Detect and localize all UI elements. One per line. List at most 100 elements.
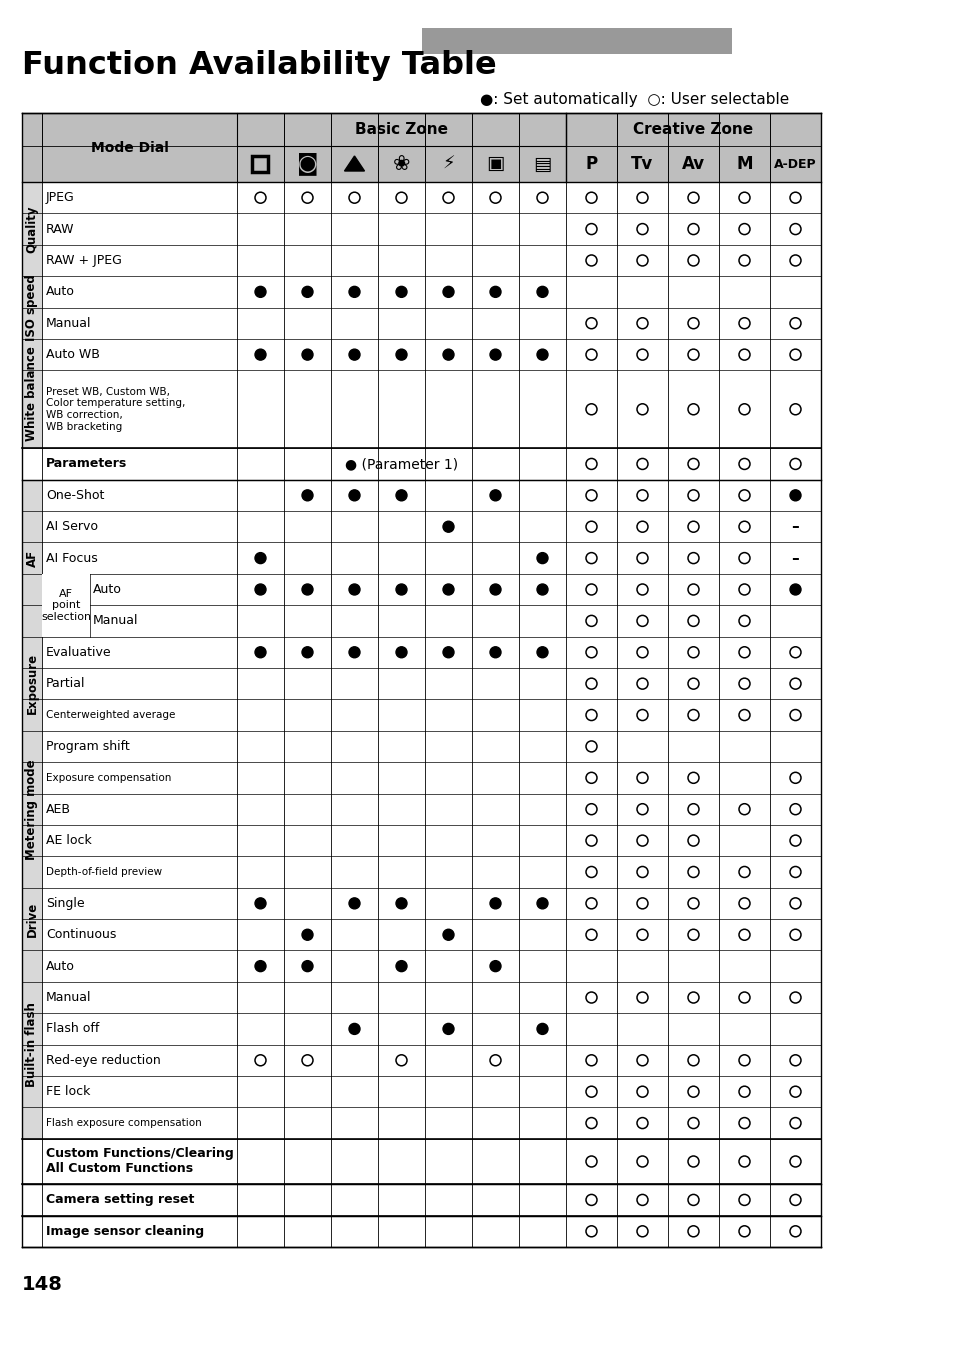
Bar [22, 339, 821, 370]
Text: AF: AF [26, 550, 38, 566]
Bar [22, 214, 821, 245]
Circle shape [302, 929, 313, 940]
Bar [22, 480, 42, 636]
Text: Mode Dial: Mode Dial [91, 140, 169, 155]
Bar [22, 951, 821, 982]
Bar [22, 1184, 821, 1216]
Text: AI Servo: AI Servo [46, 521, 98, 533]
Bar [22, 636, 821, 668]
Text: Parameters: Parameters [46, 457, 127, 471]
Text: Function Availability Table: Function Availability Table [22, 50, 497, 81]
Circle shape [537, 1024, 547, 1034]
Circle shape [395, 898, 407, 909]
Circle shape [302, 286, 313, 297]
Circle shape [349, 490, 359, 500]
Text: AE lock: AE lock [46, 834, 91, 847]
Circle shape [254, 647, 266, 658]
Text: P: P [585, 155, 597, 174]
Text: Evaluative: Evaluative [46, 646, 112, 659]
Bar [22, 730, 42, 888]
Bar [22, 951, 42, 1139]
Bar [22, 763, 821, 794]
Circle shape [442, 350, 454, 360]
Bar [22, 888, 42, 951]
Text: ❀: ❀ [393, 153, 410, 174]
Text: –: – [791, 519, 799, 534]
Bar [22, 370, 821, 448]
Text: Manual: Manual [46, 991, 91, 1003]
Circle shape [302, 350, 313, 360]
Circle shape [490, 898, 500, 909]
Circle shape [254, 553, 266, 564]
Text: White balance: White balance [26, 346, 38, 441]
Circle shape [254, 350, 266, 360]
Text: Preset WB, Custom WB,
Color temperature setting,
WB correction,
WB bracketing: Preset WB, Custom WB, Color temperature … [46, 387, 185, 432]
Text: Exposure: Exposure [26, 654, 38, 714]
Text: Flash exposure compensation: Flash exposure compensation [46, 1118, 201, 1128]
Bar [22, 857, 821, 888]
Text: ISO speed: ISO speed [26, 274, 38, 340]
Text: Metering mode: Metering mode [26, 759, 38, 859]
Text: Drive: Drive [26, 901, 38, 936]
Circle shape [395, 286, 407, 297]
Text: Continuous: Continuous [46, 928, 116, 942]
Bar [22, 888, 821, 919]
Bar [22, 511, 821, 542]
Text: Tv: Tv [631, 155, 653, 174]
Bar [42, 574, 90, 636]
Bar [22, 245, 821, 276]
Circle shape [537, 584, 547, 594]
Bar [22, 574, 821, 605]
Text: JPEG: JPEG [46, 191, 74, 204]
Text: ● (Parameter 1): ● (Parameter 1) [345, 457, 457, 471]
Circle shape [442, 1024, 454, 1034]
Bar [22, 982, 821, 1013]
Text: Manual: Manual [92, 615, 138, 627]
Text: ▣: ▣ [486, 153, 504, 172]
Bar [22, 668, 821, 699]
Bar [22, 730, 821, 763]
Text: Basic Zone: Basic Zone [355, 122, 448, 137]
Circle shape [789, 490, 801, 500]
Bar [22, 308, 821, 339]
Bar [22, 699, 821, 730]
Text: Partial: Partial [46, 677, 86, 690]
Circle shape [442, 584, 454, 594]
Bar [22, 1139, 821, 1184]
Bar [22, 636, 42, 730]
Circle shape [490, 647, 500, 658]
Circle shape [442, 929, 454, 940]
Circle shape [490, 584, 500, 594]
Text: Flash off: Flash off [46, 1022, 99, 1036]
Circle shape [537, 286, 547, 297]
Text: Quality: Quality [26, 206, 38, 253]
Bar [253, 156, 268, 172]
Bar [22, 919, 821, 951]
Circle shape [395, 647, 407, 658]
Circle shape [490, 490, 500, 500]
Text: RAW + JPEG: RAW + JPEG [46, 254, 122, 266]
Circle shape [395, 490, 407, 500]
Circle shape [490, 960, 500, 971]
Bar [22, 824, 821, 857]
Bar [22, 1107, 821, 1139]
Bar [22, 1045, 821, 1076]
Circle shape [349, 350, 359, 360]
Text: Auto: Auto [46, 959, 74, 972]
Circle shape [302, 647, 313, 658]
Bar [22, 113, 821, 182]
Circle shape [302, 490, 313, 500]
Circle shape [442, 647, 454, 658]
Bar [22, 542, 821, 574]
Circle shape [349, 286, 359, 297]
Text: Av: Av [681, 155, 704, 174]
Bar [22, 448, 821, 480]
Bar [22, 794, 821, 824]
Circle shape [302, 584, 313, 594]
Circle shape [537, 553, 547, 564]
Bar [22, 1076, 821, 1107]
Bar [22, 1216, 821, 1247]
Text: Exposure compensation: Exposure compensation [46, 773, 172, 783]
Circle shape [490, 286, 500, 297]
Text: Custom Functions/Clearing
All Custom Functions: Custom Functions/Clearing All Custom Fun… [46, 1147, 233, 1176]
